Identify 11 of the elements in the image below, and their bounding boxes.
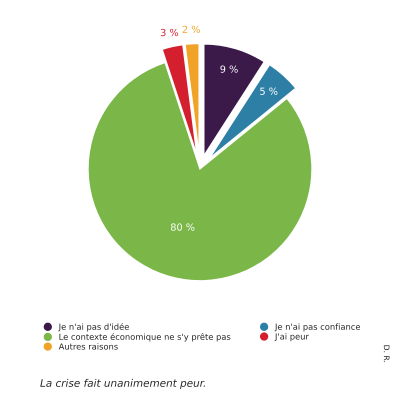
text: La crise fait unanimement peur. — [40, 378, 205, 389]
data-label: 2 % — [182, 26, 200, 34]
data-label: 80 % — [170, 223, 194, 231]
legend-label: Je n'ai pas d'idée — [58, 323, 129, 332]
legend-label: Autres raisons — [58, 343, 118, 350]
data-label: 3 % — [160, 28, 178, 36]
legend-label: Je n'ai pas confiance — [274, 323, 360, 332]
legend-label: J'ai peur — [274, 333, 309, 342]
legend-label: Le contexte économique ne s'y prête pas — [59, 333, 230, 342]
data-label: 5 % — [260, 88, 278, 95]
data-label: 9 % — [220, 65, 238, 73]
